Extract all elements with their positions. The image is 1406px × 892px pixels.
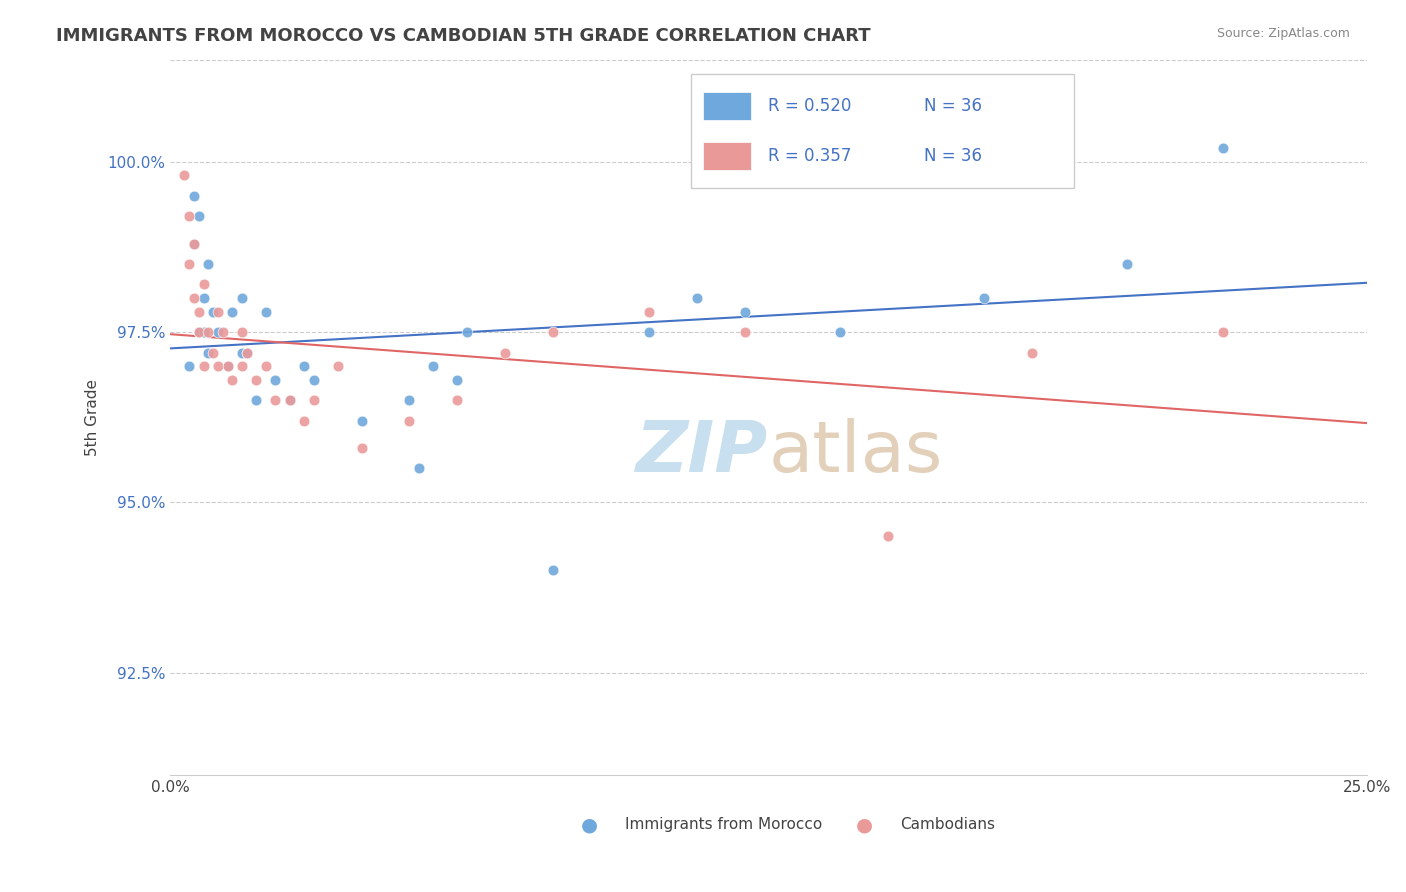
Point bbox=[398, 414, 420, 428]
FancyBboxPatch shape bbox=[690, 74, 1074, 188]
Point bbox=[245, 373, 267, 387]
Point bbox=[446, 393, 468, 408]
Point bbox=[1212, 141, 1234, 155]
Point bbox=[193, 359, 215, 373]
Point bbox=[207, 325, 229, 339]
Point bbox=[446, 373, 468, 387]
Point bbox=[830, 325, 852, 339]
Point bbox=[734, 325, 756, 339]
Point bbox=[197, 345, 219, 359]
Point bbox=[637, 325, 659, 339]
Point bbox=[637, 304, 659, 318]
Point bbox=[183, 291, 205, 305]
Text: N = 36: N = 36 bbox=[924, 147, 981, 165]
Point bbox=[292, 414, 315, 428]
Text: R = 0.520: R = 0.520 bbox=[769, 97, 852, 115]
Point bbox=[254, 359, 277, 373]
Text: Immigrants from Morocco: Immigrants from Morocco bbox=[624, 817, 823, 832]
Text: R = 0.357: R = 0.357 bbox=[769, 147, 852, 165]
Point bbox=[193, 277, 215, 292]
Point bbox=[183, 189, 205, 203]
Point bbox=[221, 304, 243, 318]
Point bbox=[685, 291, 707, 305]
Point bbox=[398, 393, 420, 408]
Point bbox=[235, 345, 257, 359]
Point bbox=[235, 345, 257, 359]
Point bbox=[494, 345, 516, 359]
Point bbox=[183, 236, 205, 251]
Point bbox=[187, 325, 209, 339]
Point bbox=[1116, 257, 1139, 271]
Point bbox=[734, 304, 756, 318]
Point bbox=[456, 325, 478, 339]
Text: ZIP: ZIP bbox=[636, 418, 769, 487]
Point bbox=[231, 325, 253, 339]
Point bbox=[350, 414, 373, 428]
Point bbox=[183, 236, 205, 251]
Point bbox=[193, 291, 215, 305]
Bar bbox=[703, 92, 751, 120]
Point bbox=[1021, 345, 1043, 359]
Point bbox=[326, 359, 349, 373]
Point bbox=[179, 359, 201, 373]
Point bbox=[877, 529, 900, 543]
Point bbox=[278, 393, 301, 408]
Text: atlas: atlas bbox=[769, 418, 943, 487]
Point bbox=[187, 209, 209, 223]
Point bbox=[179, 257, 201, 271]
Point bbox=[179, 209, 201, 223]
Point bbox=[245, 393, 267, 408]
Point bbox=[217, 359, 239, 373]
Point bbox=[187, 304, 209, 318]
Point bbox=[1212, 325, 1234, 339]
Point bbox=[207, 304, 229, 318]
Point bbox=[231, 291, 253, 305]
Point bbox=[197, 325, 219, 339]
Point bbox=[264, 373, 287, 387]
Point bbox=[202, 304, 225, 318]
Text: IMMIGRANTS FROM MOROCCO VS CAMBODIAN 5TH GRADE CORRELATION CHART: IMMIGRANTS FROM MOROCCO VS CAMBODIAN 5TH… bbox=[56, 27, 870, 45]
Point bbox=[254, 304, 277, 318]
Text: ●: ● bbox=[581, 815, 598, 834]
Point bbox=[231, 345, 253, 359]
Point bbox=[217, 359, 239, 373]
Point bbox=[422, 359, 444, 373]
Text: Cambodians: Cambodians bbox=[900, 817, 995, 832]
Point bbox=[302, 393, 325, 408]
Point bbox=[350, 441, 373, 455]
Point bbox=[173, 169, 195, 183]
Point bbox=[207, 359, 229, 373]
Text: N = 36: N = 36 bbox=[924, 97, 981, 115]
Point bbox=[202, 345, 225, 359]
Point bbox=[197, 257, 219, 271]
Point bbox=[973, 291, 995, 305]
Text: Source: ZipAtlas.com: Source: ZipAtlas.com bbox=[1216, 27, 1350, 40]
Point bbox=[231, 359, 253, 373]
Y-axis label: 5th Grade: 5th Grade bbox=[86, 379, 100, 456]
Point bbox=[278, 393, 301, 408]
Text: ●: ● bbox=[856, 815, 873, 834]
Point bbox=[264, 393, 287, 408]
Point bbox=[193, 325, 215, 339]
Point bbox=[408, 461, 430, 475]
Point bbox=[541, 325, 564, 339]
Point bbox=[541, 564, 564, 578]
Point bbox=[187, 325, 209, 339]
Point bbox=[292, 359, 315, 373]
Point bbox=[211, 325, 233, 339]
Point bbox=[302, 373, 325, 387]
Bar bbox=[703, 142, 751, 170]
Point bbox=[221, 373, 243, 387]
